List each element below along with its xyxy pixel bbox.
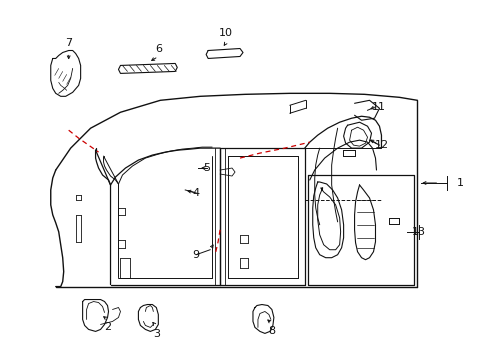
Text: 1: 1 <box>456 178 463 188</box>
Text: 11: 11 <box>371 102 385 112</box>
Text: 5: 5 <box>203 163 210 173</box>
Text: 2: 2 <box>104 323 111 332</box>
Text: 10: 10 <box>219 28 233 37</box>
Text: 3: 3 <box>153 329 160 339</box>
Text: 13: 13 <box>411 227 426 237</box>
Text: 4: 4 <box>192 188 199 198</box>
Text: 12: 12 <box>374 140 388 150</box>
Text: 6: 6 <box>155 44 162 54</box>
Text: 9: 9 <box>192 250 199 260</box>
Text: 7: 7 <box>65 37 72 48</box>
Text: 8: 8 <box>268 327 275 336</box>
